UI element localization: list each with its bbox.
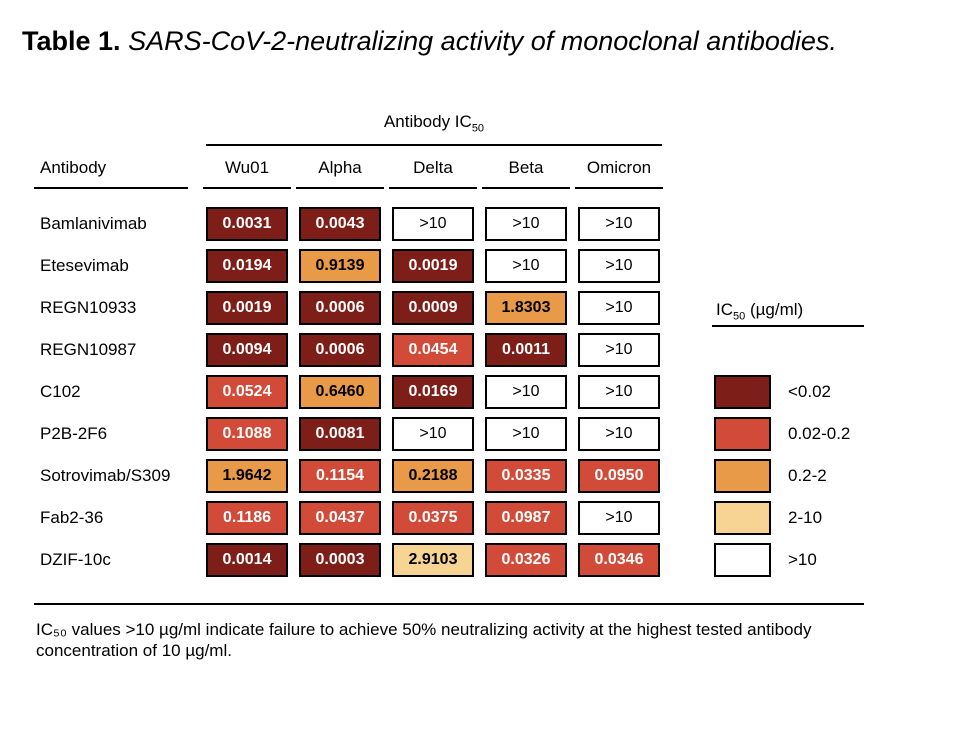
row-label: P2B-2F6: [40, 424, 108, 443]
ic50-cell: >10: [392, 207, 474, 241]
ic50-cell: 0.0006: [299, 333, 381, 367]
table-number: Table 1.: [22, 26, 121, 56]
ic50-cell: 0.0437: [299, 501, 381, 535]
footnote: IC₅₀ values >10 µg/ml indicate failure t…: [36, 620, 812, 660]
ic50-cell: 0.0006: [299, 291, 381, 325]
ic50-cell: 0.0194: [206, 249, 288, 283]
row-label: DZIF-10c: [40, 550, 111, 569]
row-label: Fab2-36: [40, 508, 104, 527]
ic50-cell: 0.0094: [206, 333, 288, 367]
legend-rule: [712, 325, 864, 327]
ic50-cell: 0.0019: [392, 249, 474, 283]
column-rule-beta: [482, 187, 570, 189]
table-caption: SARS-CoV-2-neutralizing activity of mono…: [128, 26, 837, 56]
legend-label: 2-10: [788, 508, 823, 527]
ic50-cell: 0.6460: [299, 375, 381, 409]
ic50-cell: >10: [485, 249, 567, 283]
legend-title: IC50 (µg/ml): [716, 300, 803, 322]
legend-label: 0.02-0.2: [788, 424, 851, 443]
column-header-alpha: Alpha: [318, 158, 362, 177]
ic50-cell: 1.9642: [206, 459, 288, 493]
ic50-cell: >10: [578, 417, 660, 451]
ic50-cell: >10: [578, 249, 660, 283]
row-label: Etesevimab: [40, 256, 129, 275]
row-label: Sotrovimab/S309: [40, 466, 171, 485]
ic50-cell: 0.0335: [485, 459, 567, 493]
legend-swatch: [714, 459, 771, 493]
row-label: Bamlanivimab: [40, 214, 147, 233]
legend-label: <0.02: [788, 382, 832, 401]
ic50-cell: >10: [392, 417, 474, 451]
table-title: Table 1. SARS-CoV-2-neutralizing activit…: [22, 26, 837, 57]
ic50-cell: 0.0009: [392, 291, 474, 325]
row-label: REGN10987: [40, 340, 137, 359]
legend-title-subscript: 50: [733, 310, 746, 323]
legend-title-units: (µg/ml): [745, 300, 804, 319]
ic50-cell: 0.0169: [392, 375, 474, 409]
ic50-cell: 0.0014: [206, 543, 288, 577]
group-label: Antibody IC: [383, 112, 472, 131]
antibody-column-header: Antibody: [40, 158, 107, 177]
column-rule-wu01: [203, 187, 291, 189]
ic50-cell: 0.0081: [299, 417, 381, 451]
legend-swatch: [714, 501, 771, 535]
ic50-cell: >10: [485, 207, 567, 241]
ic50-cell: 0.1154: [299, 459, 381, 493]
ic50-cell: 0.0346: [578, 543, 660, 577]
ic50-cell: 0.0031: [206, 207, 288, 241]
group-label-subscript: 50: [471, 122, 485, 135]
ic50-cell: 0.2188: [392, 459, 474, 493]
legend-label: 0.2-2: [788, 466, 827, 485]
ic50-cell: 0.0003: [299, 543, 381, 577]
column-header-delta: Delta: [413, 158, 453, 177]
ic50-cell: 0.0524: [206, 375, 288, 409]
legend-swatch: [714, 375, 771, 409]
legend-swatch: [714, 417, 771, 451]
ic50-cell: >10: [578, 375, 660, 409]
column-header-beta: Beta: [508, 158, 544, 177]
legend-title-text: IC: [716, 300, 733, 319]
ic50-cell: 1.8303: [485, 291, 567, 325]
ic50-cell: >10: [485, 417, 567, 451]
ic50-cell: 0.0375: [392, 501, 474, 535]
ic50-cell: 0.1186: [206, 501, 288, 535]
ic50-cell: >10: [578, 333, 660, 367]
ic50-cell: >10: [578, 291, 660, 325]
column-rule-delta: [389, 187, 477, 189]
column-header-omicron: Omicron: [586, 158, 652, 177]
ic50-cell: 0.9139: [299, 249, 381, 283]
group-header-rule: [206, 144, 662, 146]
legend-swatch: [714, 543, 771, 577]
ic50-cell: 0.0950: [578, 459, 660, 493]
antibody-ic50-header: Antibody IC50: [206, 112, 662, 134]
ic50-cell: >10: [578, 207, 660, 241]
column-header-wu01: Wu01: [224, 158, 270, 177]
ic50-cell: 0.0043: [299, 207, 381, 241]
footnote-rule: [34, 603, 864, 605]
ic50-cell: 0.0987: [485, 501, 567, 535]
column-rule-omicron: [575, 187, 663, 189]
legend-label: >10: [788, 550, 817, 569]
ic50-cell: 2.9103: [392, 543, 474, 577]
ic50-cell: >10: [578, 501, 660, 535]
row-label: REGN10933: [40, 298, 137, 317]
antibody-column-rule: [34, 187, 188, 189]
ic50-cell: 0.0326: [485, 543, 567, 577]
column-rule-alpha: [296, 187, 384, 189]
ic50-cell: 0.0454: [392, 333, 474, 367]
row-label: C102: [40, 382, 81, 401]
ic50-cell: 0.0011: [485, 333, 567, 367]
ic50-cell: 0.1088: [206, 417, 288, 451]
ic50-cell: >10: [485, 375, 567, 409]
ic50-cell: 0.0019: [206, 291, 288, 325]
